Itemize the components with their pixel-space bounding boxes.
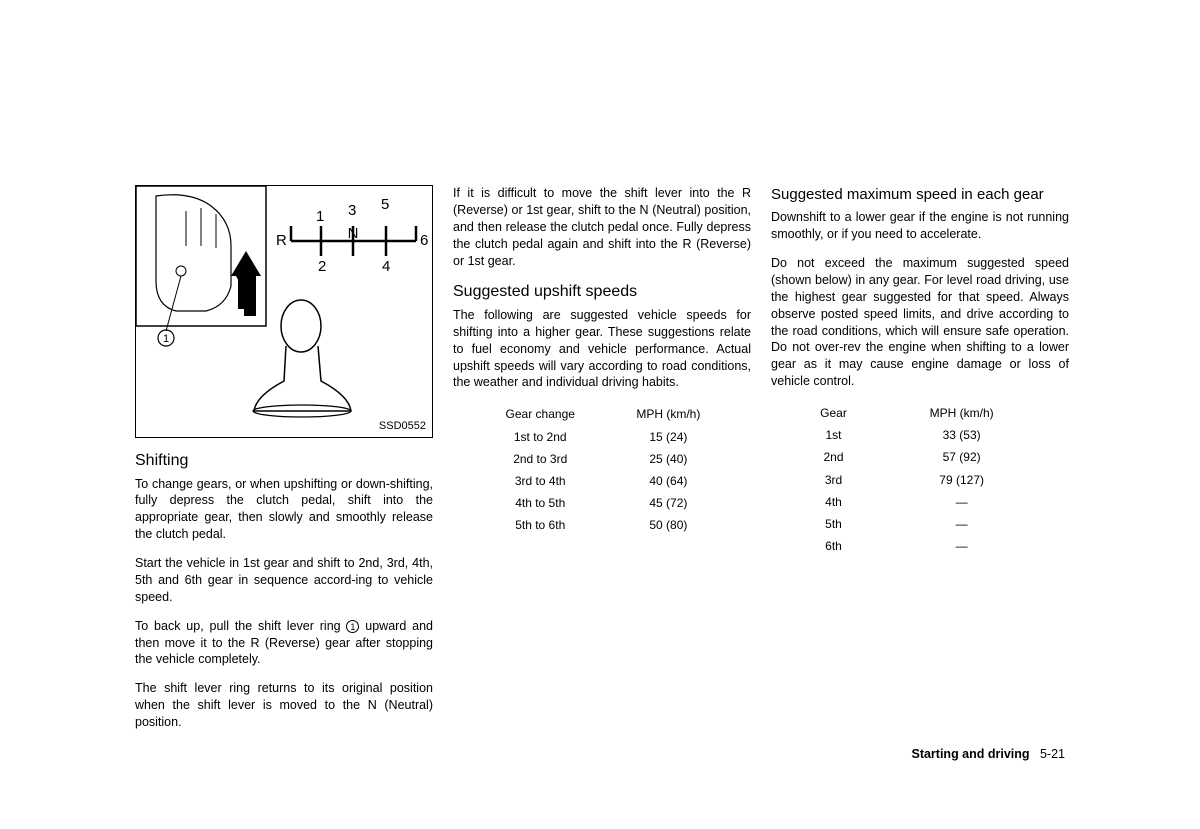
upshift-table: Gear change MPH (km/h) 1st to 2nd15 (24)… — [474, 403, 730, 536]
col2-p1: If it is difficult to move the shift lev… — [453, 185, 751, 269]
shifting-p2: Start the vehicle in 1st gear and shift … — [135, 555, 433, 606]
cell: 79 (127) — [875, 469, 1048, 491]
cell: 5th to 6th — [474, 514, 607, 536]
svg-text:N: N — [348, 225, 359, 242]
footer-section: Starting and driving — [911, 747, 1029, 761]
cell: 3rd to 4th — [474, 470, 607, 492]
svg-text:2: 2 — [318, 258, 326, 275]
cell: — — [875, 491, 1048, 513]
col2-p2: The following are suggested vehicle spee… — [453, 307, 751, 391]
svg-text:R: R — [276, 232, 287, 249]
cell: 50 (80) — [607, 514, 731, 536]
cell: — — [875, 535, 1048, 557]
shifting-p4: The shift lever ring returns to its orig… — [135, 680, 433, 731]
cell: 3rd — [792, 469, 875, 491]
column-1: 1 R 1 3 — [135, 185, 433, 743]
cell: 4th to 5th — [474, 492, 607, 514]
cell: 45 (72) — [607, 492, 731, 514]
svg-text:5: 5 — [381, 196, 389, 213]
th-gear: Gear — [792, 402, 875, 424]
col3-p1: Downshift to a lower gear if the engine … — [771, 209, 1069, 243]
shift-pattern-figure: 1 R 1 3 — [135, 185, 433, 438]
cell: 1st to 2nd — [474, 426, 607, 448]
p3-part-a: To back up, pull the shift lever ring — [135, 619, 346, 633]
footer-page: 5-21 — [1040, 747, 1065, 761]
svg-text:4: 4 — [382, 258, 390, 275]
cell: — — [875, 513, 1048, 535]
svg-text:6: 6 — [420, 232, 428, 249]
svg-text:1: 1 — [163, 333, 169, 345]
svg-text:1: 1 — [316, 208, 324, 225]
th-mph2: MPH (km/h) — [875, 402, 1048, 424]
maxspeed-heading: Suggested maximum speed in each gear — [771, 185, 1069, 205]
shifting-p1: To change gears, or when upshifting or d… — [135, 476, 433, 544]
column-3: Suggested maximum speed in each gear Dow… — [771, 185, 1069, 743]
th-gearchange: Gear change — [474, 403, 607, 425]
shifting-heading: Shifting — [135, 450, 433, 472]
shifting-p3: To back up, pull the shift lever ring 1 … — [135, 618, 433, 669]
page-content: 1 R 1 3 — [135, 185, 1070, 743]
figure-code: SSD0552 — [379, 419, 426, 434]
upshift-heading: Suggested upshift speeds — [453, 281, 751, 303]
cell: 15 (24) — [607, 426, 731, 448]
cell: 5th — [792, 513, 875, 535]
cell: 4th — [792, 491, 875, 513]
page-footer: Starting and driving 5-21 — [911, 747, 1065, 761]
column-2: If it is difficult to move the shift lev… — [453, 185, 751, 743]
cell: 57 (92) — [875, 446, 1048, 468]
cell: 25 (40) — [607, 448, 731, 470]
maxspeed-table: Gear MPH (km/h) 1st33 (53) 2nd57 (92) 3r… — [792, 402, 1048, 557]
th-mph: MPH (km/h) — [607, 403, 731, 425]
col3-p2: Do not exceed the maximum suggested spee… — [771, 255, 1069, 390]
cell: 1st — [792, 424, 875, 446]
shift-diagram-svg: 1 R 1 3 — [136, 186, 432, 436]
cell: 2nd — [792, 446, 875, 468]
ring-callout-icon: 1 — [346, 620, 359, 633]
cell: 6th — [792, 535, 875, 557]
svg-text:3: 3 — [348, 202, 356, 219]
cell: 2nd to 3rd — [474, 448, 607, 470]
cell: 40 (64) — [607, 470, 731, 492]
cell: 33 (53) — [875, 424, 1048, 446]
